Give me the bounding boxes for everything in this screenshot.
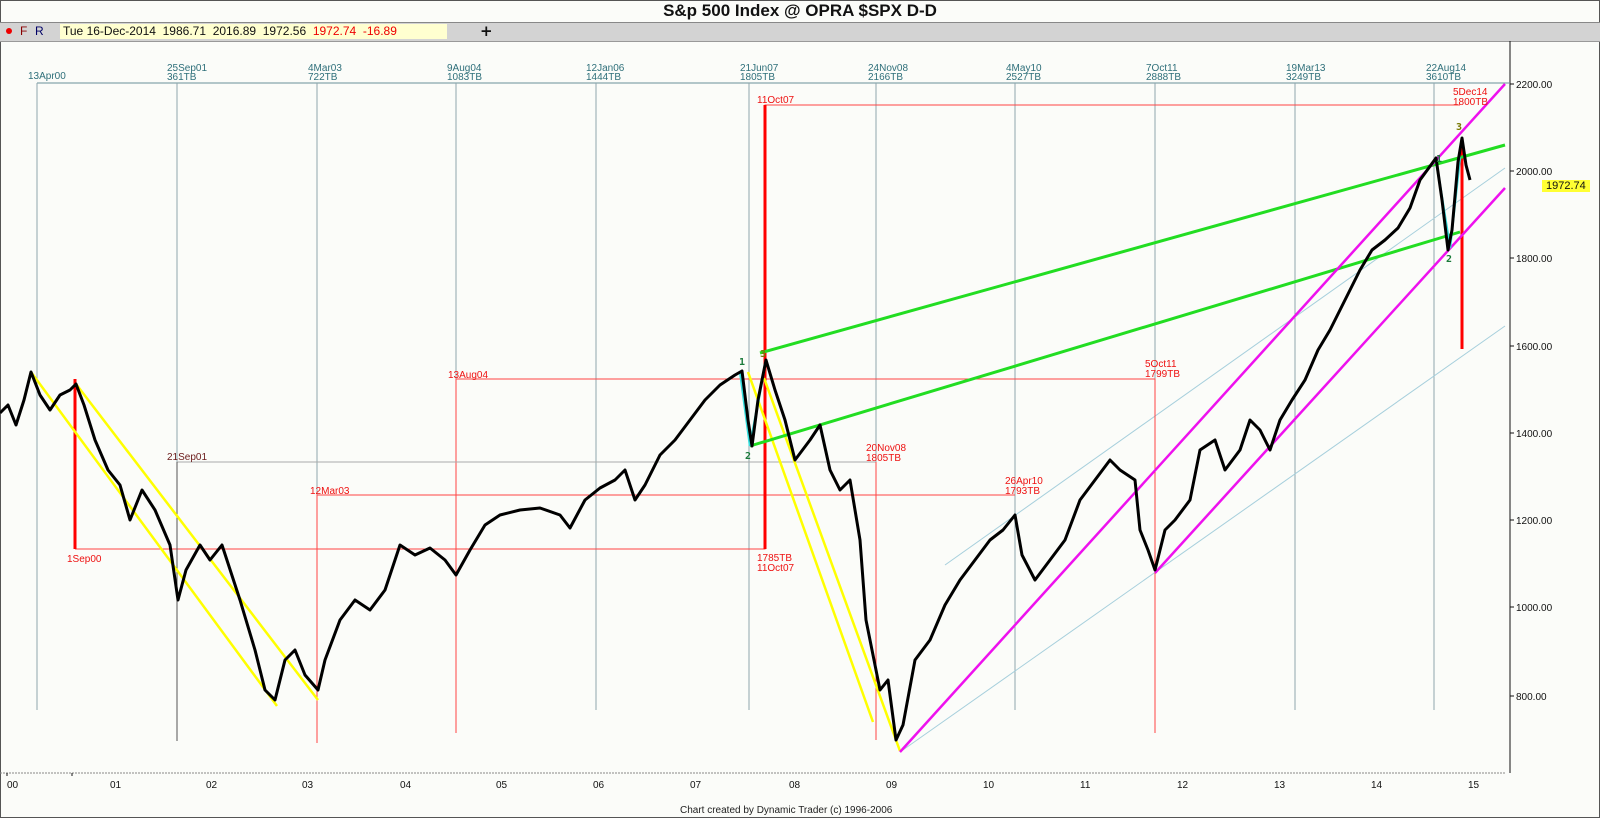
- r-button[interactable]: R: [35, 24, 44, 38]
- svg-text:12Mar03: 12Mar03: [310, 486, 350, 497]
- svg-text:19Mar13: 19Mar13: [1286, 63, 1326, 74]
- svg-text:1083TB: 1083TB: [447, 72, 482, 83]
- svg-text:4Mar03: 4Mar03: [308, 63, 342, 74]
- quote-high: 2016.89: [212, 24, 257, 38]
- svg-text:3: 3: [1456, 122, 1462, 133]
- quote-change: -16.89: [362, 24, 397, 38]
- svg-text:2166TB: 2166TB: [868, 72, 903, 83]
- svg-text:1Sep00: 1Sep00: [67, 554, 102, 565]
- chart-credit: Chart created by Dynamic Trader (c) 1996…: [680, 805, 893, 816]
- svg-text:09: 09: [886, 780, 898, 791]
- svg-text:5Oct11: 5Oct11: [1145, 359, 1177, 370]
- info-bar: F R Tue 16-Dec-2014 1986.71 2016.89 1972…: [0, 22, 1600, 42]
- time-axis-labels: 00 01 02 03 04 05 06 07 08 09 10 11 12 1…: [6, 773, 1480, 791]
- svg-text:11Oct07: 11Oct07: [757, 563, 794, 574]
- time-marker-0: 13Apr00: [28, 71, 66, 82]
- svg-text:25Sep01: 25Sep01: [167, 63, 207, 74]
- wave-label-1: 1: [739, 357, 745, 368]
- wave-label-2: 2: [745, 451, 751, 462]
- svg-text:02: 02: [206, 780, 218, 791]
- svg-text:1400.00: 1400.00: [1516, 429, 1553, 440]
- svg-text:1800TB: 1800TB: [1453, 97, 1488, 108]
- svg-text:1805TB: 1805TB: [866, 453, 901, 464]
- svg-text:12Jan06: 12Jan06: [586, 63, 625, 74]
- annotation-labels: 1Sep00 21Sep01 12Mar03 13Aug04 11Oct07 1…: [67, 87, 1488, 574]
- svg-text:361TB: 361TB: [167, 72, 197, 83]
- time-marker-labels: 13Apr00 25Sep01 361TB 4Mar03 722TB 9Aug0…: [28, 63, 1466, 83]
- svg-text:2527TB: 2527TB: [1006, 72, 1041, 83]
- quote-date: Tue 16-Dec-2014: [63, 24, 156, 38]
- wave-label-3: 3: [760, 349, 766, 360]
- svg-text:1793TB: 1793TB: [1005, 486, 1040, 497]
- wave-labels: 1 2 3 1 2 3: [739, 122, 1462, 462]
- svg-text:2: 2: [1446, 254, 1452, 265]
- svg-text:1799TB: 1799TB: [1145, 369, 1180, 380]
- svg-text:04: 04: [400, 780, 412, 791]
- svg-text:7Oct11: 7Oct11: [1146, 63, 1178, 74]
- svg-text:14: 14: [1371, 780, 1383, 791]
- add-plus-icon[interactable]: +: [480, 22, 493, 40]
- svg-text:15: 15: [1468, 780, 1480, 791]
- svg-text:21Jun07: 21Jun07: [740, 63, 779, 74]
- quote-box: Tue 16-Dec-2014 1986.71 2016.89 1972.56 …: [60, 24, 447, 39]
- svg-text:07: 07: [690, 780, 702, 791]
- last-price-tag: 1972.74: [1542, 180, 1590, 192]
- light-channel-lines: [899, 167, 1506, 753]
- svg-text:03: 03: [302, 780, 314, 791]
- quote-open: 1986.71: [162, 24, 207, 38]
- svg-text:800.00: 800.00: [1516, 692, 1547, 703]
- svg-text:1000.00: 1000.00: [1516, 603, 1553, 614]
- svg-text:22Aug14: 22Aug14: [1426, 63, 1466, 74]
- quote-low: 1972.56: [262, 24, 307, 38]
- price-bars: [0, 136, 1472, 742]
- svg-text:21Sep01: 21Sep01: [167, 452, 207, 463]
- svg-text:1805TB: 1805TB: [740, 72, 775, 83]
- svg-text:24Nov08: 24Nov08: [868, 63, 908, 74]
- svg-text:00: 00: [7, 780, 19, 791]
- quote-close: 1972.74: [312, 24, 357, 38]
- svg-text:722TB: 722TB: [308, 72, 338, 83]
- red-vertical-bars: [73, 105, 1464, 549]
- f-button[interactable]: F: [20, 24, 28, 38]
- cyan-wave-lines: [738, 156, 1462, 447]
- svg-text:2000.00: 2000.00: [1516, 167, 1553, 178]
- svg-text:1600.00: 1600.00: [1516, 342, 1553, 353]
- price-axis-labels: 2200.00 2000.00 1800.00 1600.00 1400.00 …: [1510, 80, 1553, 703]
- svg-text:1785TB: 1785TB: [757, 553, 792, 564]
- svg-text:12: 12: [1177, 780, 1189, 791]
- svg-text:3249TB: 3249TB: [1286, 72, 1321, 83]
- yellow-channel-lines: [29, 371, 902, 752]
- svg-text:1444TB: 1444TB: [586, 72, 621, 83]
- chart-title: S&p 500 Index @ OPRA $SPX D-D: [663, 1, 937, 20]
- svg-text:11Oct07: 11Oct07: [757, 95, 794, 106]
- svg-text:5Dec14: 5Dec14: [1453, 87, 1488, 98]
- svg-text:01: 01: [110, 780, 122, 791]
- svg-text:2200.00: 2200.00: [1516, 80, 1553, 91]
- red-time-boxes: [75, 104, 1460, 743]
- svg-text:11: 11: [1080, 780, 1091, 791]
- svg-text:3610TB: 3610TB: [1426, 72, 1461, 83]
- svg-text:1: 1: [1436, 154, 1442, 165]
- svg-text:05: 05: [496, 780, 508, 791]
- green-channel-lines: [749, 143, 1506, 448]
- svg-text:10: 10: [983, 780, 995, 791]
- svg-text:08: 08: [789, 780, 801, 791]
- magenta-channel-lines: [899, 83, 1506, 753]
- time-projection-lines: [36, 83, 1435, 710]
- svg-text:9Aug04: 9Aug04: [447, 63, 482, 74]
- record-dot-icon[interactable]: [6, 28, 12, 34]
- svg-text:26Apr10: 26Apr10: [1005, 476, 1043, 487]
- svg-text:1800.00: 1800.00: [1516, 254, 1553, 265]
- svg-text:1200.00: 1200.00: [1516, 516, 1553, 527]
- price-chart[interactable]: 13Apr00 25Sep01 361TB 4Mar03 722TB 9Aug0…: [0, 41, 1600, 805]
- svg-text:13Aug04: 13Aug04: [448, 370, 488, 381]
- svg-text:06: 06: [593, 780, 605, 791]
- svg-text:2888TB: 2888TB: [1146, 72, 1181, 83]
- svg-text:4May10: 4May10: [1006, 63, 1042, 74]
- svg-text:13: 13: [1274, 780, 1286, 791]
- svg-text:20Nov08: 20Nov08: [866, 443, 906, 454]
